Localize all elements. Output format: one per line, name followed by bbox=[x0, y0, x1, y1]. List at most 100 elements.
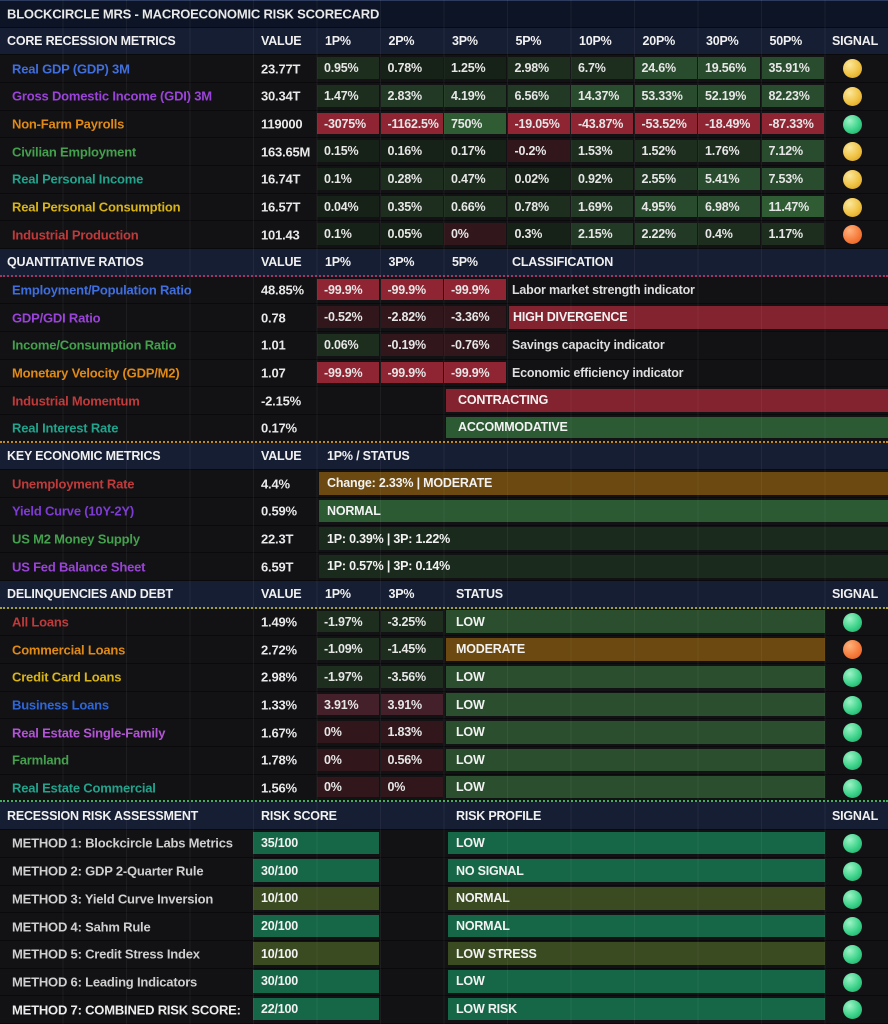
row-label: Unemployment Rate bbox=[12, 476, 135, 492]
column-header-pct: 3P% bbox=[388, 586, 415, 601]
section-header-delinq: DELINQUENCIES AND DEBT VALUE 1P% 3P% STATUS S… bbox=[0, 581, 888, 609]
value-cell: 16.74T bbox=[261, 171, 301, 187]
pct-cell: 7.53% bbox=[761, 168, 824, 190]
pct-cell: 1.83% bbox=[380, 721, 443, 744]
table-row: Real GDP (GDP) 3M 23.77T 0.95% 0.78% 1.25% 2.… bbox=[0, 55, 888, 84]
pct-cell: 1.25% bbox=[444, 57, 506, 80]
value-cell: 2.72% bbox=[261, 642, 297, 658]
row-label: Monetary Velocity (GDP/M2) bbox=[12, 365, 180, 381]
pct-cell: 1.69% bbox=[571, 195, 633, 218]
column-header-pct: 30P% bbox=[706, 34, 739, 48]
signal-dot-yellow bbox=[843, 197, 862, 217]
column-header-pct: 10P% bbox=[579, 34, 612, 48]
table-row: Gross Domestic Income (GDI) 3M 30.34T 1.47… bbox=[0, 83, 888, 111]
pct-cell: 3.91% bbox=[317, 693, 379, 716]
status-bar: 1P: 0.39% | 3P: 1.22% bbox=[319, 527, 888, 550]
signal-dot-orange bbox=[843, 225, 862, 245]
classification-bar: HIGH DIVERGENCE bbox=[509, 305, 888, 329]
column-header-pct: 3P% bbox=[388, 254, 415, 269]
risk-profile-bar: NORMAL bbox=[448, 914, 825, 938]
pct-cell: -1.97% bbox=[317, 610, 379, 633]
value-cell: 0.78 bbox=[261, 310, 286, 326]
pct-cell: 6.7% bbox=[571, 57, 633, 80]
table-row: Income/Consumption Ratio 1.01 0.06% -0.19% -… bbox=[0, 332, 888, 360]
column-header-classification: CLASSIFICATION bbox=[512, 254, 614, 269]
table-row: METHOD 7: COMBINED RISK SCORE: 22/100 LOW … bbox=[0, 996, 888, 1024]
row-label: Industrial Momentum bbox=[12, 393, 140, 409]
section-header-label: DELINQUENCIES AND DEBT bbox=[7, 586, 173, 601]
value-cell: 101.43 bbox=[261, 227, 300, 243]
pct-cell: -3075% bbox=[317, 112, 379, 135]
table-row: Farmland 1.78% 0% 0.56% LOW bbox=[0, 747, 888, 775]
classification-text: Economic efficiency indicator bbox=[512, 366, 684, 381]
signal-dot-green bbox=[843, 114, 862, 134]
row-label: GDP/GDI Ratio bbox=[12, 310, 101, 326]
column-header-risk-score: RISK SCORE bbox=[261, 808, 337, 823]
pct-cell: 0.3% bbox=[507, 223, 570, 246]
status-bar: NORMAL bbox=[319, 499, 888, 523]
value-cell: 1.01 bbox=[261, 337, 286, 353]
pct-cell: -43.87% bbox=[571, 112, 633, 135]
pct-cell: 35.91% bbox=[761, 57, 824, 80]
column-header-signal: SIGNAL bbox=[832, 586, 879, 601]
pct-cell: 0% bbox=[317, 721, 379, 744]
risk-score-bar: 35/100 bbox=[253, 831, 379, 855]
signal-dot-orange bbox=[843, 640, 862, 660]
pct-cell: 0.78% bbox=[507, 195, 570, 218]
row-label: METHOD 5: Credit Stress Index bbox=[12, 946, 200, 962]
pct-cell: 2.98% bbox=[507, 57, 570, 80]
pct-cell: 3.91% bbox=[380, 693, 443, 716]
column-header-status: 1P% / STATUS bbox=[327, 449, 410, 464]
signal-dot-green bbox=[843, 972, 862, 992]
pct-cell: 0.28% bbox=[380, 168, 443, 190]
pct-cell: 2.83% bbox=[380, 85, 443, 107]
status-bar: LOW bbox=[446, 693, 825, 716]
row-label: Yield Curve (10Y-2Y) bbox=[12, 503, 134, 519]
signal-dot-green bbox=[843, 751, 862, 771]
pct-cell: 4.95% bbox=[634, 195, 697, 218]
value-cell: 1.56% bbox=[261, 780, 297, 796]
table-row: Real Estate Single-Family 1.67% 0% 1.83% LOW bbox=[0, 719, 888, 748]
pct-cell: -99.9% bbox=[444, 361, 506, 384]
column-header-status: STATUS bbox=[456, 586, 503, 601]
column-header-value: VALUE bbox=[261, 34, 302, 48]
section-header-core: CORE RECESSION METRICS VALUE 1P% 2P% 3P% 5P% 1… bbox=[0, 27, 888, 56]
signal-dot-yellow bbox=[843, 142, 862, 162]
column-header-value: VALUE bbox=[261, 254, 302, 269]
table-row: US Fed Balance Sheet 6.59T 1P: 0.57% | 3P:… bbox=[0, 553, 888, 582]
pct-cell: 750% bbox=[444, 112, 506, 135]
pct-cell: -99.9% bbox=[444, 278, 506, 301]
section-header-key: KEY ECONOMIC METRICS VALUE 1P% / STATUS bbox=[0, 442, 888, 471]
table-row: METHOD 1: Blockcircle Labs Metrics 35/100… bbox=[0, 830, 888, 858]
row-label: Industrial Production bbox=[12, 227, 139, 243]
column-header-signal: SIGNAL bbox=[832, 808, 879, 823]
pct-cell: -99.9% bbox=[380, 361, 443, 384]
table-row: METHOD 2: GDP 2-Quarter Rule 30/100 NO SIG… bbox=[0, 857, 888, 886]
risk-profile-bar: NO SIGNAL bbox=[448, 859, 825, 882]
pct-cell: -1.09% bbox=[317, 638, 379, 661]
row-label: METHOD 4: Sahm Rule bbox=[12, 919, 151, 934]
pct-cell: 4.19% bbox=[444, 85, 506, 107]
signal-dot-green bbox=[843, 778, 862, 798]
value-cell: 16.57T bbox=[261, 199, 301, 215]
risk-score-bar: 10/100 bbox=[253, 942, 379, 966]
risk-profile-bar: LOW bbox=[448, 831, 825, 855]
pct-cell: 0% bbox=[317, 776, 379, 798]
column-header-pct: 1P% bbox=[325, 586, 351, 601]
row-label: METHOD 1: Blockcircle Labs Metrics bbox=[12, 835, 233, 851]
status-bar: LOW bbox=[446, 776, 825, 798]
table-row: METHOD 5: Credit Stress Index 10/100 LOW S… bbox=[0, 940, 888, 969]
value-cell: 22.3T bbox=[261, 531, 294, 547]
table-row: Business Loans 1.33% 3.91% 3.91% LOW bbox=[0, 691, 888, 720]
column-header-risk-profile: RISK PROFILE bbox=[456, 808, 542, 823]
pct-cell: -99.9% bbox=[317, 361, 379, 384]
signal-dot-green bbox=[843, 1000, 862, 1020]
value-cell: 30.34T bbox=[261, 88, 301, 104]
row-label: Civilian Employment bbox=[12, 144, 137, 160]
row-label: Credit Card Loans bbox=[12, 669, 122, 685]
column-header-pct: 50P% bbox=[769, 34, 803, 48]
signal-dot-green bbox=[843, 695, 862, 715]
table-row: Real Personal Consumption 16.57T 0.04% 0.35… bbox=[0, 193, 888, 222]
signal-dot-green bbox=[843, 889, 862, 909]
row-label: Employment/Population Ratio bbox=[12, 282, 192, 298]
